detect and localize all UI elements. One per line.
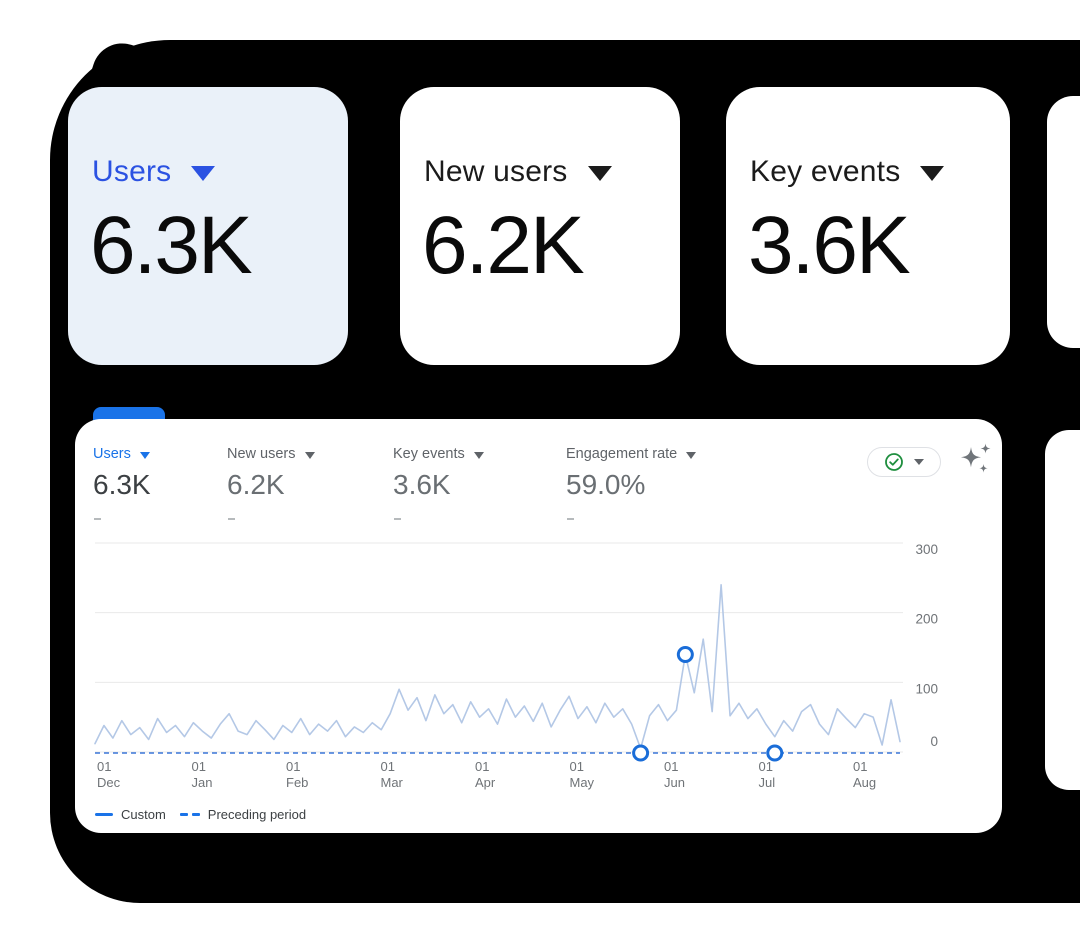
chevron-down-icon[interactable]	[920, 166, 945, 181]
svg-text:300: 300	[915, 542, 938, 557]
card-users-value: 6.3K	[90, 200, 253, 291]
legend-item-custom: Custom	[95, 807, 166, 822]
metric-key-events-label: Key events	[393, 446, 465, 462]
card-new-users-label: New users	[424, 155, 568, 188]
insights-button[interactable]	[958, 442, 994, 480]
metric-new-users-value: 6.2K	[227, 469, 285, 500]
chevron-down-icon[interactable]	[473, 451, 484, 459]
svg-text:100: 100	[915, 681, 938, 696]
card-key-events-label: Key events	[750, 155, 901, 188]
metric-new-users-delta-dash	[228, 518, 235, 520]
dashed-line-swatch	[179, 813, 200, 816]
check-circle-icon	[885, 453, 903, 471]
legend-item-preceding: Preceding period	[179, 807, 307, 822]
card-users-label: Users	[92, 155, 172, 188]
data-quality-button[interactable]	[867, 447, 941, 477]
chevron-down-icon[interactable]	[587, 166, 612, 181]
card-users[interactable]: Users 6.3K	[68, 87, 348, 365]
metric-users-value: 6.3K	[93, 469, 151, 500]
solid-line-swatch	[95, 813, 113, 816]
metric-users-delta-dash	[94, 518, 101, 520]
metric-new-users-label: New users	[227, 446, 296, 462]
chevron-down-icon[interactable]	[304, 451, 315, 459]
metric-key-events-value: 3.6K	[393, 469, 451, 500]
active-tab-indicator	[93, 407, 165, 421]
time-series-chart[interactable]: 0 100 200 300 01 Dec 01 Jan 01 Feb 01 Mar 01 Apr 01 May…	[75, 419, 1002, 834]
svg-text:0: 0	[930, 734, 938, 749]
metric-engagement-rate-label: Engagement rate	[566, 446, 678, 462]
metric-engagement-rate-delta-dash	[567, 518, 574, 520]
card-new-users[interactable]: New users 6.2K	[400, 87, 680, 365]
svg-text:200: 200	[915, 612, 938, 627]
partial-panel-right	[1045, 430, 1080, 790]
metric-users-label: Users	[93, 446, 131, 462]
chevron-down-icon[interactable]	[191, 166, 216, 181]
partial-card-right	[1047, 96, 1080, 348]
card-new-users-value: 6.2K	[422, 200, 585, 291]
card-key-events-value: 3.6K	[748, 200, 911, 291]
metric-key-events-delta-dash	[394, 518, 401, 520]
sparkle-icon	[961, 443, 991, 473]
metric-engagement-rate-value: 59.0%	[566, 469, 646, 500]
chevron-down-icon	[914, 459, 924, 465]
legend-preceding-label: Preceding period	[207, 807, 307, 822]
chart-panel: Users 6.3K New users 6.2K Key events 3.6…	[75, 419, 1002, 833]
card-key-events[interactable]: Key events 3.6K	[726, 87, 1010, 365]
chevron-down-icon[interactable]	[686, 451, 697, 459]
chevron-down-icon[interactable]	[139, 451, 150, 459]
chart-legend: Custom Preceding period	[95, 807, 306, 822]
legend-custom-label: Custom	[121, 807, 166, 822]
